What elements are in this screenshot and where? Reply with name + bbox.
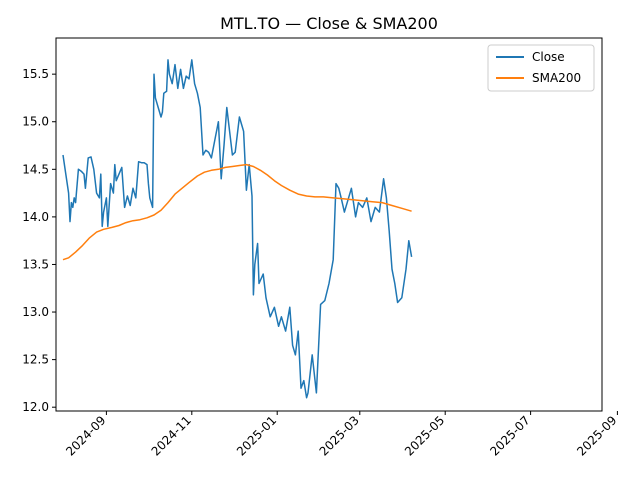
x-tick-label: 2025-01 <box>234 413 279 458</box>
x-tick-label: 2025-05 <box>402 413 447 458</box>
y-tick-label: 14.0 <box>22 210 49 224</box>
y-tick-label: 12.0 <box>22 400 49 414</box>
y-tick-label: 13.0 <box>22 305 49 319</box>
plot-area-frame <box>55 37 603 412</box>
x-axis: 2024-09 2024-11 2025-01 2025-03 2025-05 2025-… <box>63 411 620 459</box>
legend-label-close: Close <box>532 50 565 64</box>
y-tick-label: 15.5 <box>22 67 49 81</box>
y-tick-label: 12.5 <box>22 353 49 367</box>
series-line-sma200 <box>62 163 412 261</box>
x-tick-label: 2024-11 <box>149 413 194 458</box>
chart-title: MTL.TO — Close & SMA200 <box>220 14 438 33</box>
series-line-close <box>62 59 413 399</box>
x-tick-label: 2025-03 <box>317 413 362 458</box>
series-layer <box>62 59 413 399</box>
legend: Close SMA200 <box>487 44 595 92</box>
y-axis: 12.0 12.5 13.0 13.5 14.0 14.5 15.0 15.5 <box>22 67 56 414</box>
y-tick-label: 14.5 <box>22 162 49 176</box>
y-tick-label: 13.5 <box>22 257 49 271</box>
x-tick-label: 2025-09 <box>574 413 619 458</box>
legend-label-sma200: SMA200 <box>532 71 581 85</box>
x-tick-label: 2024-09 <box>63 413 108 458</box>
x-tick-label: 2025-07 <box>487 413 532 458</box>
y-tick-label: 15.0 <box>22 115 49 129</box>
